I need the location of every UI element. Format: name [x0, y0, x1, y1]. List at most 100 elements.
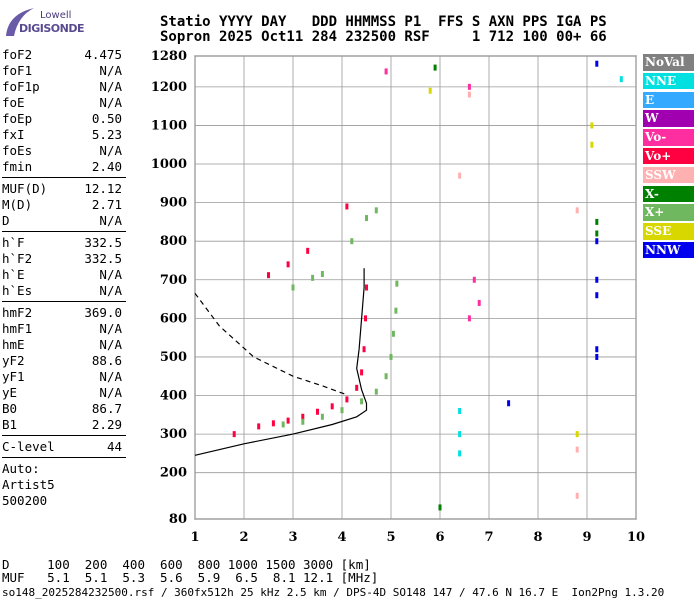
x-tick-label: 1 — [190, 530, 199, 545]
auto-scaling-text: 500200 — [2, 493, 48, 508]
param-value: 88.6 — [91, 353, 122, 368]
param-label: h`E — [2, 267, 25, 282]
x-tick-label: 9 — [582, 530, 591, 545]
echo-point — [595, 230, 599, 237]
echo-point — [320, 413, 324, 420]
separator — [2, 177, 126, 178]
echo-point — [374, 207, 378, 214]
param-label: hmE — [2, 337, 25, 352]
y-tick-label: 300 — [160, 427, 187, 442]
echo-point — [362, 346, 366, 353]
legend: NoVal NNE E W Vo- Vo+ SSW X- X+ SSE NNW — [643, 54, 694, 261]
echo-point — [291, 284, 295, 291]
param-value: 4.475 — [84, 47, 122, 62]
file-info-footer: so148_2025284232500.rsf / 360fx512h 25 k… — [2, 586, 665, 599]
x-tick-label: 7 — [484, 530, 493, 545]
param-row: foF2 4.475 — [2, 47, 126, 63]
echo-point — [365, 284, 368, 291]
logo-swoosh-icon — [6, 8, 34, 36]
param-value: 0.50 — [91, 111, 122, 126]
echo-point — [472, 276, 476, 283]
param-label: fmin — [2, 159, 33, 174]
echo-point — [306, 247, 310, 254]
param-row: D N/A — [2, 213, 126, 229]
param-row: hmF2 369.0 — [2, 305, 126, 321]
legend-item: E — [643, 91, 694, 109]
x-tick-label: 6 — [435, 530, 444, 545]
param-value: N/A — [99, 63, 122, 78]
param-value: N/A — [99, 337, 122, 352]
echo-point — [467, 91, 471, 98]
echo-point — [595, 218, 599, 225]
echo-point — [311, 274, 315, 281]
echo-point — [467, 315, 471, 322]
param-value: 2.29 — [91, 417, 122, 432]
param-row: h`E N/A — [2, 267, 126, 283]
separator — [2, 231, 126, 232]
param-label: yE — [2, 385, 18, 400]
param-row: MUF(D) 12.12 — [2, 181, 126, 197]
param-label: foF2 — [2, 47, 33, 62]
echo-point — [467, 83, 471, 90]
param-row: fxI 5.23 — [2, 127, 126, 143]
param-row: foEp 0.50 — [2, 111, 126, 127]
param-label: foEs — [2, 143, 33, 158]
param-label: B1 — [2, 417, 18, 432]
param-label: B0 — [2, 401, 18, 416]
param-label: foF1 — [2, 63, 33, 78]
param-value: 332.5 — [84, 251, 122, 266]
muf-value-line: MUF 5.1 5.1 5.3 5.6 5.9 6.5 8.1 12.1 [MH… — [2, 570, 379, 585]
echo-point — [458, 407, 462, 414]
param-label: foEp — [2, 111, 33, 126]
digisonde-logo: Lowell DIGISONDE — [4, 6, 84, 40]
param-label: fxI — [2, 127, 25, 142]
param-row: yF2 88.6 — [2, 353, 126, 369]
param-label: foE — [2, 95, 25, 110]
param-label: MUF(D) — [2, 181, 48, 196]
param-label: hmF2 — [2, 305, 33, 320]
echo-point — [345, 396, 349, 403]
profile-curve-solid — [194, 268, 368, 456]
param-value: 369.0 — [84, 305, 122, 320]
auto-scaling-text: Artist5 — [2, 477, 55, 492]
param-value: 12.12 — [84, 181, 122, 196]
echo-point — [360, 369, 364, 376]
echo-point — [301, 418, 305, 425]
echo-point — [257, 423, 261, 430]
separator — [2, 301, 126, 302]
param-value: N/A — [99, 79, 122, 94]
x-tick-label: 10 — [627, 530, 645, 545]
param-row: C-level 44 — [2, 439, 126, 455]
echo-point — [384, 68, 388, 75]
echo-point — [384, 373, 388, 380]
echo-point — [364, 315, 368, 322]
param-row: yF1 N/A — [2, 369, 126, 385]
y-tick-label: 200 — [160, 466, 187, 481]
echo-point — [394, 307, 398, 314]
y-tick-label: 900 — [160, 196, 187, 211]
param-label: h`F2 — [2, 251, 33, 266]
x-tick-label: 8 — [533, 530, 542, 545]
echo-point — [575, 207, 579, 214]
param-row: h`Es N/A — [2, 283, 126, 299]
param-label: C-level — [2, 439, 55, 454]
y-tick-label: 1200 — [151, 80, 187, 95]
plot-area — [194, 55, 637, 520]
x-tick-label: 5 — [386, 530, 395, 545]
param-row: h`F 332.5 — [2, 235, 126, 251]
echo-point — [286, 261, 290, 268]
param-value: 2.40 — [91, 159, 122, 174]
echo-point — [458, 431, 462, 438]
y-tick-label: 400 — [160, 389, 187, 404]
x-tick-label: 3 — [288, 530, 297, 545]
param-row: foEs N/A — [2, 143, 126, 159]
separator — [2, 457, 126, 458]
echo-point — [438, 504, 442, 511]
param-label: hmF1 — [2, 321, 33, 336]
param-value: N/A — [99, 267, 122, 282]
echo-point — [395, 280, 399, 287]
echo-point — [350, 238, 354, 245]
param-value: 2.71 — [91, 197, 122, 212]
legend-item: X- — [643, 185, 694, 203]
legend-item: NNW — [643, 241, 694, 259]
